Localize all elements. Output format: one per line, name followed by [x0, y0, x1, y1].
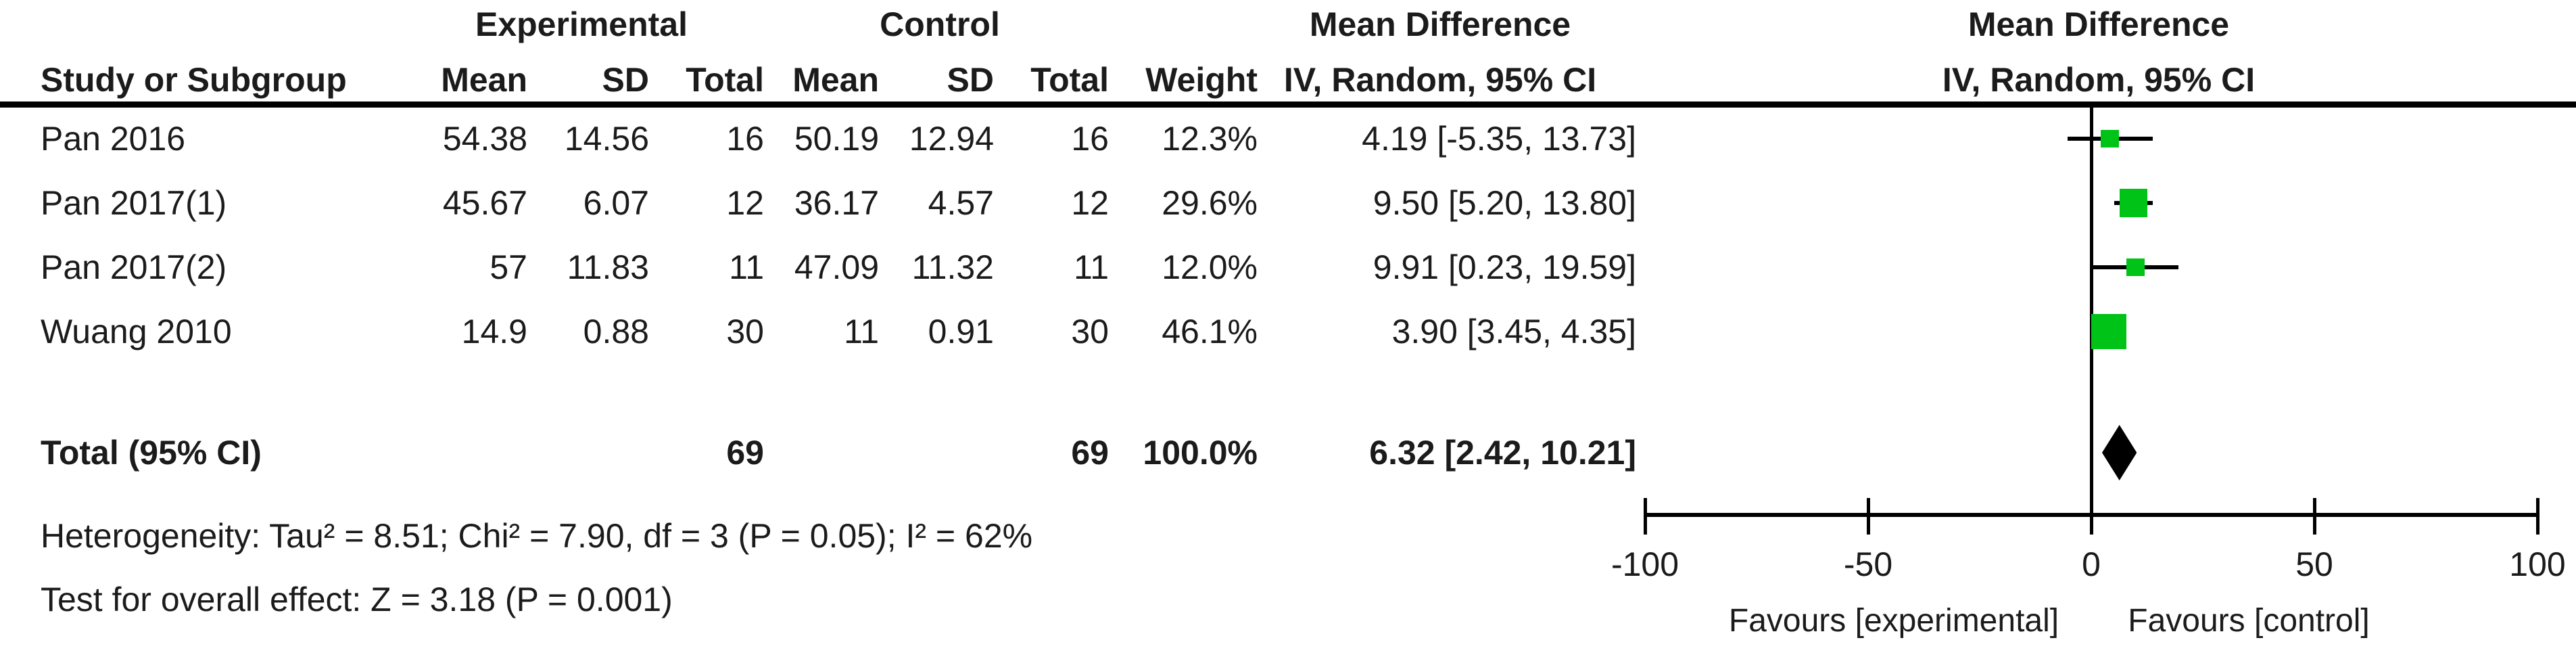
col-weight: Weight — [1145, 61, 1258, 99]
effect-square — [2120, 189, 2148, 217]
col-mean-exp: Mean — [441, 61, 527, 99]
control-group-header: Control — [880, 5, 1000, 43]
total-exp: 11 — [729, 248, 764, 286]
total-weight: 100.0% — [1143, 434, 1258, 472]
axis-tick-label: 0 — [2082, 545, 2101, 583]
overall-effect-text: Test for overall effect: Z = 3.18 (P = 0… — [41, 581, 673, 618]
sd-ctl: 0.91 — [928, 313, 994, 350]
table-row: Pan 2017(2) 57 11.83 11 47.09 11.32 11 1… — [0, 246, 1690, 289]
axis-tick-label: -100 — [1611, 545, 1679, 583]
mean-exp: 45.67 — [442, 184, 527, 222]
mean-exp: 57 — [490, 248, 527, 286]
axis-tick-label: -50 — [1843, 545, 1893, 583]
mean-ctl: 50.19 — [794, 120, 879, 158]
favours-control-label: Favours [control] — [2128, 603, 2370, 639]
axis-tick — [2536, 498, 2539, 535]
total-ctl: 30 — [1071, 313, 1109, 350]
md-ci-text: 4.19 [-5.35, 13.73] — [1362, 120, 1636, 158]
plot-md-ci-header: IV, Random, 95% CI — [1942, 61, 2256, 99]
col-md-ci: IV, Random, 95% CI — [1283, 61, 1597, 99]
total-row: Total (95% CI) 69 69 100.0% 6.32 [2.42, … — [0, 431, 1690, 474]
study-label: Pan 2016 — [41, 120, 186, 158]
sd-ctl: 4.57 — [928, 184, 994, 222]
axis-tick — [2313, 498, 2316, 535]
study-label: Pan 2017(2) — [41, 248, 227, 286]
weight: 29.6% — [1162, 184, 1258, 222]
total-md-ci-text: 6.32 [2.42, 10.21] — [1369, 434, 1636, 472]
header-underline — [0, 101, 2576, 108]
weight: 12.3% — [1162, 120, 1258, 158]
axis-tick — [1644, 498, 1647, 535]
experimental-group-header: Experimental — [475, 5, 688, 43]
total-label: Total (95% CI) — [41, 434, 262, 472]
table-row: Wuang 2010 14.9 0.88 30 11 0.91 30 46.1%… — [0, 310, 1690, 353]
study-label: Wuang 2010 — [41, 313, 232, 350]
mean-exp: 14.9 — [461, 313, 527, 350]
sd-exp: 11.83 — [567, 248, 649, 286]
sd-ctl: 11.32 — [911, 248, 994, 286]
md-ci-text: 9.91 [0.23, 19.59] — [1373, 248, 1636, 286]
weight: 12.0% — [1162, 248, 1258, 286]
axis-tick-label: 100 — [2509, 545, 2566, 583]
mean-ctl: 47.09 — [794, 248, 879, 286]
mean-exp: 54.38 — [442, 120, 527, 158]
axis-tick — [1867, 498, 1870, 535]
col-total-ctl: Total — [1030, 61, 1109, 99]
total-exp: 16 — [726, 120, 764, 158]
axis-tick-label: 50 — [2295, 545, 2333, 583]
sd-ctl: 12.94 — [909, 120, 994, 158]
total-ctl: 16 — [1071, 120, 1109, 158]
md-ci-text: 9.50 [5.20, 13.80] — [1373, 184, 1636, 222]
mean-ctl: 36.17 — [794, 184, 879, 222]
column-header-row: Study or Subgroup Mean SD Total Mean SD … — [0, 60, 1690, 100]
sd-exp: 0.88 — [583, 313, 649, 350]
total-ctl: 11 — [1074, 248, 1109, 286]
mean-difference-plot-header: Mean Difference — [1967, 5, 2230, 43]
col-mean-ctl: Mean — [792, 61, 879, 99]
mean-difference-column-header: Mean Difference — [1309, 5, 1571, 43]
sd-exp: 14.56 — [564, 120, 649, 158]
heterogeneity-text: Heterogeneity: Tau² = 8.51; Chi² = 7.90,… — [41, 517, 1033, 555]
total-exp-sum: 69 — [726, 434, 764, 472]
effect-square — [2126, 258, 2145, 277]
favours-experimental-label: Favours [experimental] — [1728, 603, 2059, 639]
total-exp: 12 — [726, 184, 764, 222]
col-total-exp: Total — [686, 61, 764, 99]
sd-exp: 6.07 — [583, 184, 649, 222]
table-row: Pan 2017(1) 45.67 6.07 12 36.17 4.57 12 … — [0, 181, 1690, 225]
axis-tick — [2090, 498, 2093, 535]
effect-square — [2091, 314, 2126, 349]
md-ci-text: 3.90 [3.45, 4.35] — [1391, 313, 1636, 350]
total-ctl-sum: 69 — [1071, 434, 1109, 472]
col-sd-exp: SD — [602, 61, 649, 99]
effect-square — [2101, 129, 2119, 148]
weight: 46.1% — [1162, 313, 1258, 350]
col-sd-ctl: SD — [947, 61, 994, 99]
total-ctl: 12 — [1071, 184, 1109, 222]
table-row: Pan 2016 54.38 14.56 16 50.19 12.94 16 1… — [0, 117, 1690, 160]
total-diamond — [2101, 425, 2137, 480]
total-exp: 30 — [726, 313, 764, 350]
col-study: Study or Subgroup — [41, 61, 347, 99]
mean-ctl: 11 — [844, 313, 879, 350]
study-label: Pan 2017(1) — [41, 184, 227, 222]
